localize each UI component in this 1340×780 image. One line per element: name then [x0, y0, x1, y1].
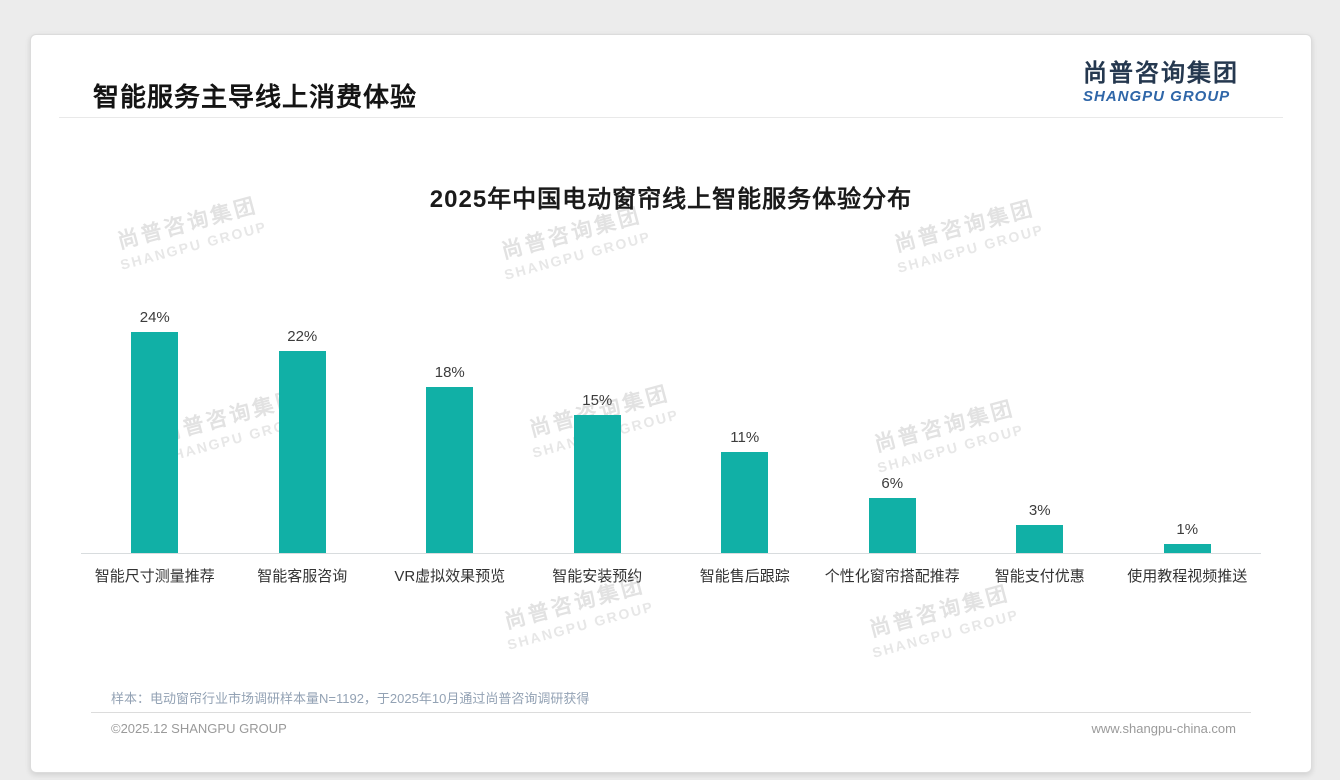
bar-cell: 1%: [1114, 521, 1262, 553]
bar-value-label: 18%: [434, 364, 465, 381]
category-label: 智能客服咨询: [257, 568, 348, 585]
logo-english-text: SHANGPU GROUP: [1083, 88, 1231, 106]
bar-cell: 24%: [81, 309, 229, 553]
company-logo: 尚普咨询集团 SHANGPU GROUP: [1083, 60, 1239, 106]
bar: [278, 351, 326, 553]
bar-cell: 15%: [524, 392, 672, 553]
bar-cell: 3%: [966, 502, 1114, 553]
watermark-english-text: SHANGPU GROUP: [502, 228, 653, 283]
sample-footnote: 样本：电动窗帘行业市场调研样本量N=1192，于2025年10月通过尚普咨询调研…: [111, 691, 590, 706]
bar-value-label: 24%: [139, 309, 170, 326]
page-title: 智能服务主导线上消费体验: [93, 82, 418, 112]
bar-cell: 22%: [229, 328, 377, 553]
bar-cell: 11%: [671, 429, 819, 553]
bar-value-label: 15%: [582, 392, 613, 409]
category-label: VR虚拟效果预览: [394, 568, 506, 585]
bar: [426, 387, 474, 553]
bar-value-label: 11%: [730, 429, 760, 446]
watermark-english-text: SHANGPU GROUP: [505, 598, 656, 653]
header-divider: [59, 117, 1283, 118]
footer-website: www.shangpu-china.com: [1091, 721, 1236, 736]
bar-cell: 6%: [819, 475, 967, 553]
category-label: 智能支付优惠: [994, 568, 1085, 585]
category-label: 智能安装预约: [552, 568, 643, 585]
bar-chart: 24% 22% 18% 15% 11% 6% 3% 1%: [81, 309, 1262, 554]
bar: [573, 415, 621, 553]
category-label: 智能尺寸测量推荐: [94, 568, 215, 585]
bar-cell: 18%: [376, 364, 524, 553]
category-label: 使用教程视频推送: [1127, 568, 1248, 585]
bar: [1016, 525, 1064, 553]
slide-card: 智能服务主导线上消费体验 尚普咨询集团 SHANGPU GROUP 2025年中…: [30, 34, 1312, 773]
footer-divider: [91, 712, 1251, 713]
watermark-english-text: SHANGPU GROUP: [870, 606, 1021, 661]
watermark-english-text: SHANGPU GROUP: [895, 221, 1046, 276]
watermark-english-text: SHANGPU GROUP: [118, 218, 269, 273]
bar: [868, 498, 916, 553]
category-label: 个性化窗帘搭配推荐: [824, 568, 960, 585]
chart-title: 2025年中国电动窗帘线上智能服务体验分布: [429, 186, 913, 213]
category-axis: 智能尺寸测量推荐 智能客服咨询 VR虚拟效果预览 智能安装预约 智能售后跟踪 个性化窗帘搭…: [81, 565, 1261, 586]
bar-value-label: 3%: [1028, 502, 1051, 519]
category-label: 智能售后跟踪: [699, 568, 790, 585]
bar-value-label: 22%: [287, 328, 318, 345]
bar: [1163, 544, 1211, 553]
watermark-chinese-text: 尚普咨询集团: [867, 581, 1013, 642]
bar-value-label: 1%: [1176, 521, 1199, 538]
footer-copyright: ©2025.12 SHANGPU GROUP: [111, 721, 287, 736]
logo-chinese-text: 尚普咨询集团: [1083, 60, 1239, 87]
bar: [131, 332, 179, 553]
bar: [721, 452, 769, 553]
bar-value-label: 6%: [881, 475, 904, 492]
